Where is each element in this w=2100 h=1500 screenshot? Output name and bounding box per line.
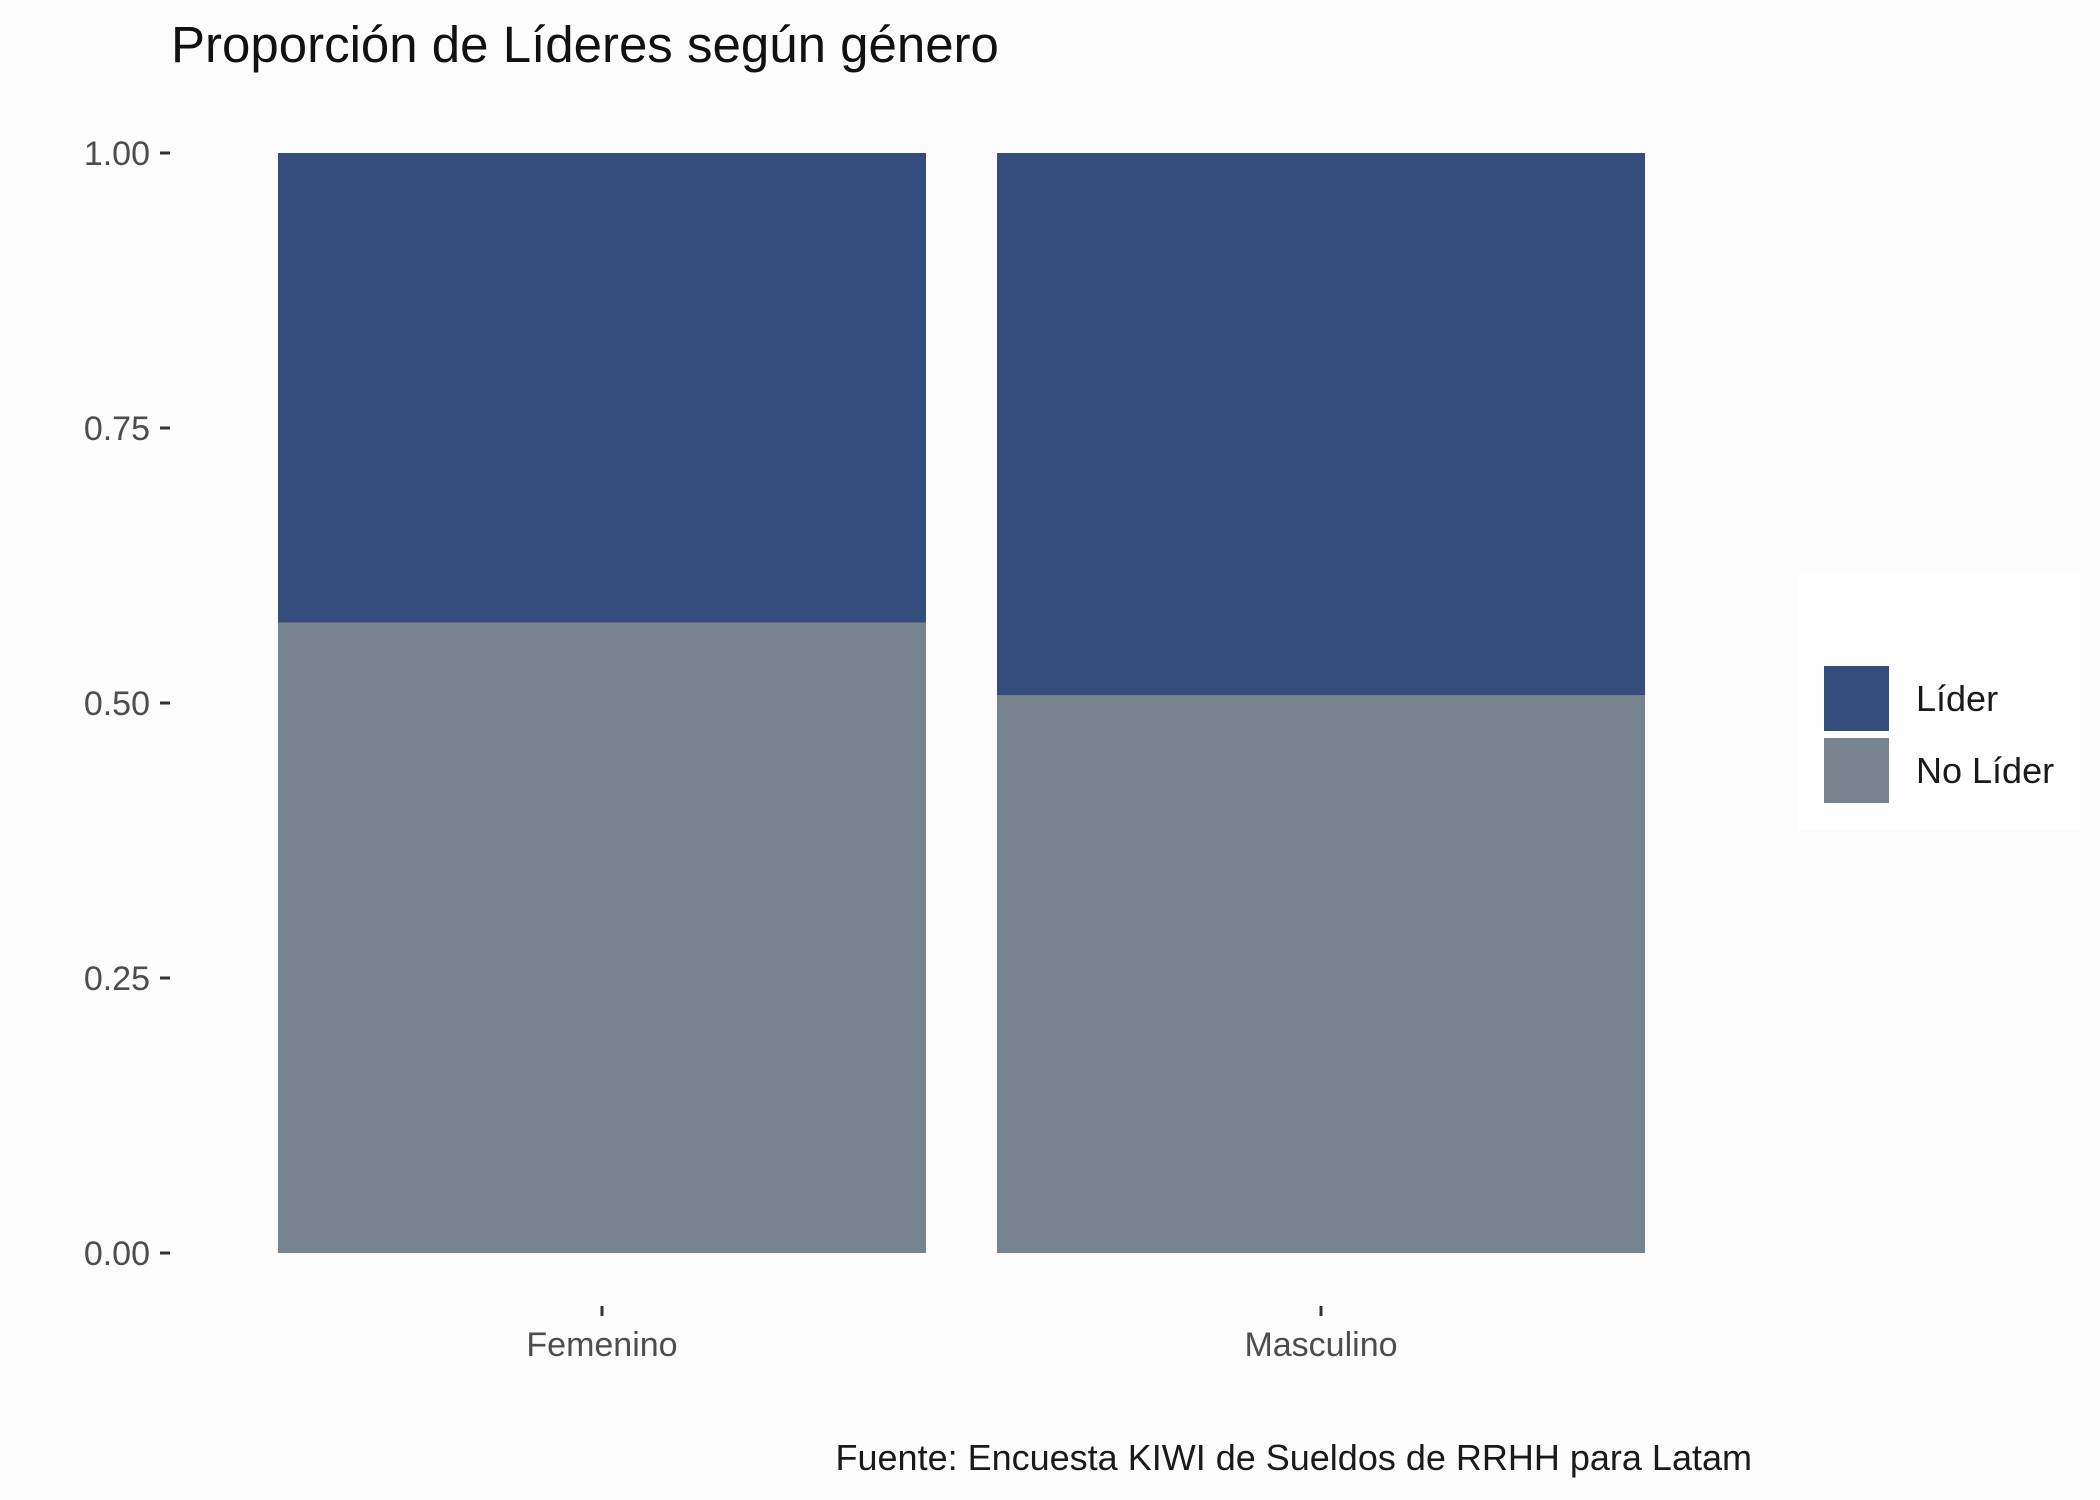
x-axis: Femenino Masculino bbox=[526, 1306, 1398, 1364]
chart-caption: Fuente: Encuesta KIWI de Sueldos de RRHH… bbox=[836, 1437, 1752, 1478]
legend-label-no-lider: No Líder bbox=[1916, 750, 2054, 791]
bar-femenino-lider bbox=[278, 153, 926, 623]
bar-femenino-no-lider bbox=[278, 622, 926, 1253]
x-tick-label-femenino: Femenino bbox=[526, 1326, 677, 1364]
bars bbox=[278, 153, 1645, 1253]
y-tick-label: 1.00 bbox=[84, 135, 150, 173]
chart-title: Proporción de Líderes según género bbox=[171, 16, 999, 73]
y-tick-label: 0.75 bbox=[84, 410, 150, 448]
legend-swatch-no-lider bbox=[1822, 736, 1891, 805]
x-tick-label-masculino: Masculino bbox=[1244, 1326, 1397, 1364]
bar-masculino-no-lider bbox=[997, 695, 1645, 1253]
y-tick-label: 0.25 bbox=[84, 960, 150, 998]
y-tick-label: 0.00 bbox=[84, 1235, 150, 1273]
bar-masculino-lider bbox=[997, 153, 1645, 696]
y-axis: 0.00 0.25 0.50 0.75 1.00 bbox=[84, 135, 170, 1273]
y-tick-label: 0.50 bbox=[84, 685, 150, 723]
legend-label-lider: Líder bbox=[1916, 678, 1998, 719]
legend-swatch-lider bbox=[1822, 664, 1891, 733]
legend: Líder No Líder bbox=[1798, 573, 2080, 830]
